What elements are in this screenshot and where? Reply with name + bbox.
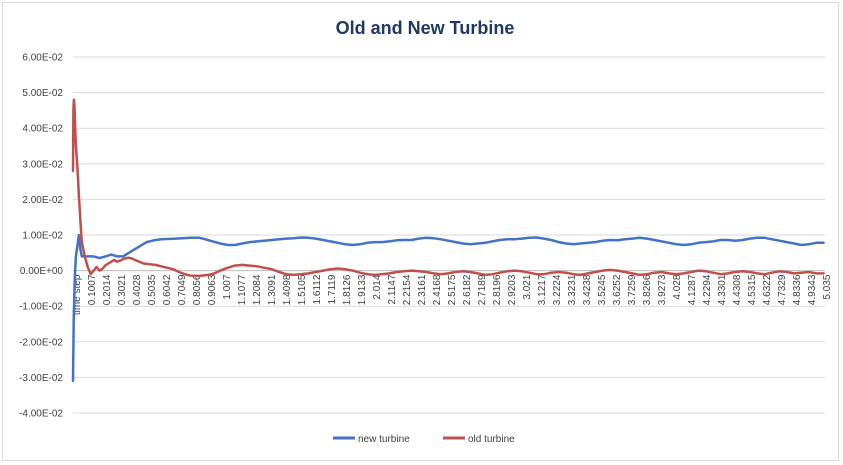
x-tick-label: 4.5315 [747,274,758,305]
x-tick-label: 1.9133 [357,274,368,305]
chart-title: Old and New Turbine [336,18,515,38]
y-tick-label: 0.00E+00 [20,266,64,277]
x-tick-label: 3.4238 [582,274,593,305]
y-tick-label: -4.00E-02 [19,409,63,420]
x-tick-label: 2.7189 [477,274,488,305]
x-tick-label: 2.6182 [462,274,473,305]
x-tick-label: 4.3301 [717,274,728,305]
x-tick-label: 4.8336 [792,274,803,305]
legend: new turbine old turbine [333,434,515,445]
x-tick-label: 2.3161 [417,274,428,305]
x-tick-label: 3.7259 [627,274,638,305]
x-tick-label: 4.2294 [702,274,713,305]
x-tick-label: 0.7049 [177,274,188,305]
x-tick-label: 1.007 [222,274,233,299]
y-tick-label: -1.00E-02 [19,302,63,313]
y-tick-label: 4.00E-02 [22,124,63,135]
y-axis-tick-labels: 6.00E-02 5.00E-02 4.00E-02 3.00E-02 2.00E-02… [19,53,63,420]
x-tick-label: 4.1287 [687,274,698,305]
y-tick-label: -2.00E-02 [19,337,63,348]
x-tick-label: 1.2084 [252,274,263,305]
series-lines [71,98,825,383]
x-tick-label: 4.7329 [777,274,788,305]
legend-label: new turbine [358,434,410,445]
x-tick-label: 3.3231 [567,274,578,305]
x-tick-label: 0.5035 [147,274,158,305]
x-tick-label: 2.014 [372,274,383,299]
x-tick-label: 1.1077 [237,274,248,305]
x-tick-label: 2.4168 [432,274,443,305]
x-tick-label: 3.9273 [657,274,668,305]
x-tick-label: 0.4028 [132,274,143,305]
x-tick-label: 3.021 [522,274,533,299]
gridlines [73,56,825,414]
x-tick-label: 3.5245 [597,274,608,305]
line-chart: Old and New Turbine 6.00E-02 5.00E-02 4.00… [19,18,833,445]
x-tick-label: 1.7119 [327,274,338,304]
x-tick-label: 3.8266 [642,274,653,305]
x-tick-label: 4.028 [672,274,683,299]
x-tick-label: 3.6252 [612,274,623,305]
x-tick-label: 1.5105 [297,274,308,305]
x-tick-label: 4.4308 [732,274,743,305]
x-tick-label: 3.2224 [552,274,563,305]
series-line-old-turbine [71,98,825,278]
x-tick-label: 1.6112 [312,274,323,304]
x-tick-label: 2.9203 [507,274,518,305]
x-tick-label: 0.8056 [192,274,203,305]
y-tick-label: 1.00E-02 [22,231,63,242]
x-tick-label: 1.3091 [267,274,278,305]
x-tick-label: 2.2154 [402,274,413,305]
x-tick-label: 0.3021 [117,274,128,305]
x-tick-label: 2.8196 [492,274,503,305]
legend-label: old turbine [468,434,515,445]
y-tick-label: 3.00E-02 [22,159,63,170]
x-tick-label: 0.2014 [102,274,113,305]
series-line-new-turbine [71,233,825,383]
x-tick-label: 1.4098 [282,274,293,305]
x-tick-label: 2.1147 [387,274,398,304]
y-tick-label: -3.00E-02 [19,373,63,384]
x-tick-label: 1.8126 [342,274,353,305]
y-tick-label: 6.00E-02 [22,53,63,64]
x-tick-label: 4.9343 [807,274,818,305]
x-tick-label: 0.9063 [207,274,218,305]
x-tick-label: 0.6042 [162,274,173,305]
x-tick-label: 5.035 [822,274,833,299]
y-tick-label: 2.00E-02 [22,195,63,206]
x-tick-label: 4.6322 [762,274,773,305]
x-tick-label: 3.1217 [537,274,548,305]
x-axis-tick-labels: time step 0.1007 0.2014 0.3021 0.4028 0.5035 0… [72,274,833,315]
y-tick-label: 5.00E-02 [22,88,63,99]
x-tick-label: 0.1007 [87,274,98,305]
x-tick-label: 2.5175 [447,274,458,305]
x-tick-label: time step [72,274,83,315]
